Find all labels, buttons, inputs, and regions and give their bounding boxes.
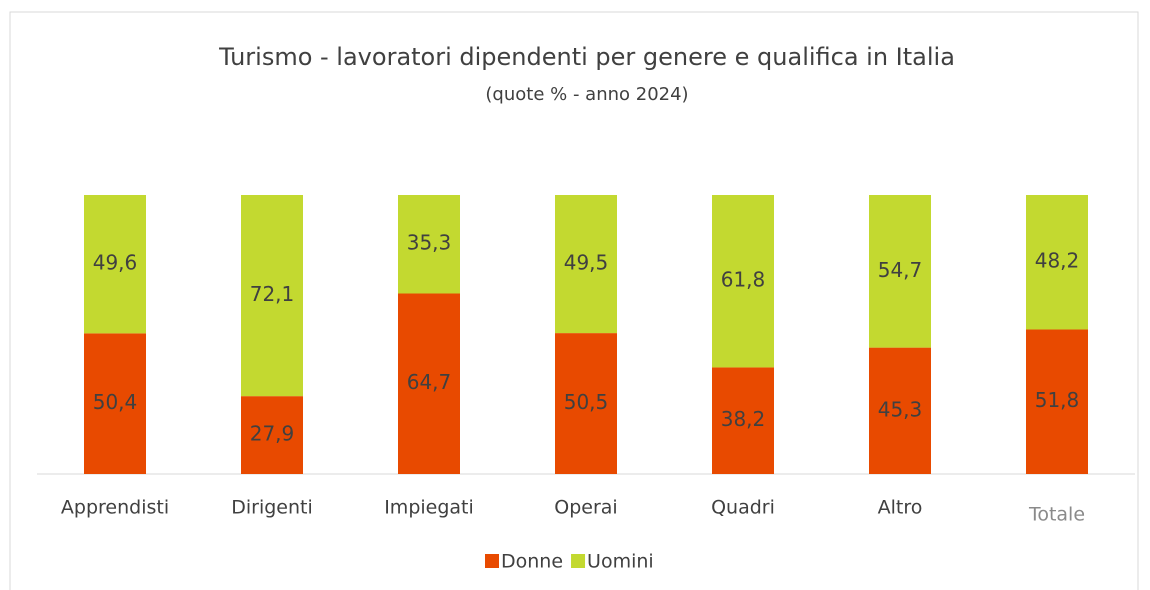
value-label: 45,3 xyxy=(878,397,923,421)
bar-segment xyxy=(712,367,774,474)
value-label: 54,7 xyxy=(878,258,923,282)
bar-segment xyxy=(555,333,617,474)
chart-title: Turismo - lavoratori dipendenti per gene… xyxy=(218,43,955,71)
value-label: 27,9 xyxy=(250,422,295,446)
bar-segment xyxy=(241,396,303,474)
bar-segment xyxy=(869,347,931,474)
x-tick-label: Impiegati xyxy=(384,497,474,519)
legend-label: Uomini xyxy=(587,551,654,573)
bar-segment xyxy=(1026,329,1088,474)
value-label: 49,5 xyxy=(564,251,609,275)
value-label: 35,3 xyxy=(407,231,452,255)
bar-segment xyxy=(84,195,146,334)
bar-segment xyxy=(84,333,146,474)
value-label: 50,5 xyxy=(564,390,609,414)
legend-label: Donne xyxy=(501,551,563,573)
bar-segment xyxy=(1026,195,1088,330)
bar-segment xyxy=(398,293,460,474)
bar-segment xyxy=(712,195,774,368)
x-tick-label: Totale xyxy=(1028,504,1085,526)
x-tick-label: Altro xyxy=(878,497,923,519)
chart-frame xyxy=(9,11,1139,590)
x-tick-label: Dirigenti xyxy=(231,497,313,519)
value-label: 50,4 xyxy=(93,390,138,414)
value-label: 72,1 xyxy=(250,282,295,306)
bar-segment xyxy=(555,195,617,334)
value-label: 61,8 xyxy=(721,268,766,292)
value-label: 48,2 xyxy=(1035,249,1080,273)
x-tick-label: Apprendisti xyxy=(61,497,169,519)
value-label: 38,2 xyxy=(721,407,766,431)
x-tick-label: Operai xyxy=(554,497,617,519)
chart-subtitle: (quote % - anno 2024) xyxy=(485,84,688,105)
x-tick-label: Quadri xyxy=(711,497,775,519)
value-label: 64,7 xyxy=(407,370,452,394)
value-label: 49,6 xyxy=(93,251,138,275)
bar-segment xyxy=(869,195,931,348)
legend-swatch xyxy=(485,554,499,568)
bar-segment xyxy=(241,195,303,397)
legend-swatch xyxy=(571,554,586,568)
value-label: 51,8 xyxy=(1035,388,1080,412)
bar-segment xyxy=(398,195,460,294)
